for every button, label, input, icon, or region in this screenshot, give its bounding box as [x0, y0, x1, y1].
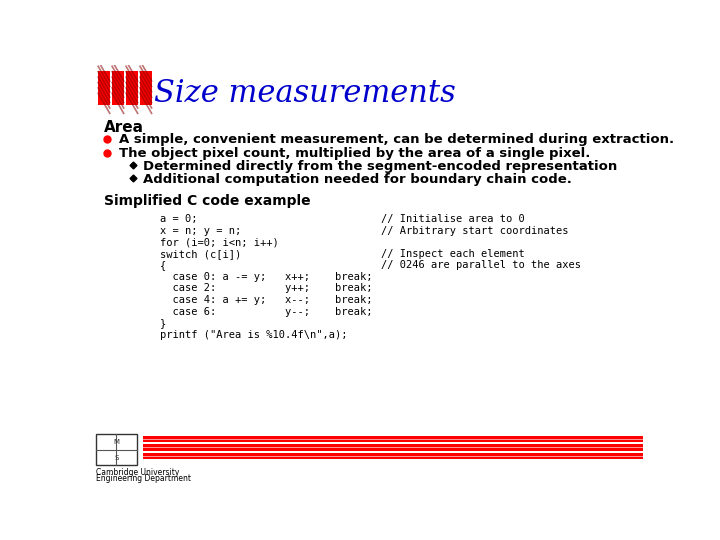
Text: switch (c[i]): switch (c[i]): [160, 249, 241, 259]
Bar: [98, 71, 110, 105]
Text: Engineering Department: Engineering Department: [96, 474, 192, 483]
Text: }: }: [160, 318, 166, 328]
Text: // Inspect each element: // Inspect each element: [381, 249, 524, 259]
Text: M: M: [113, 439, 120, 445]
Text: The object pixel count, multiplied by the area of a single pixel.: The object pixel count, multiplied by th…: [120, 147, 591, 160]
Text: printf ("Area is %10.4f\n",a);: printf ("Area is %10.4f\n",a);: [160, 330, 347, 340]
Bar: [126, 71, 138, 105]
Text: A simple, convenient measurement, can be determined during extraction.: A simple, convenient measurement, can be…: [120, 133, 675, 146]
Text: // 0246 are parallel to the axes: // 0246 are parallel to the axes: [381, 260, 580, 271]
Text: for (i=0; i<n; i++): for (i=0; i<n; i++): [160, 237, 279, 247]
Text: case 4: a += y;   x--;    break;: case 4: a += y; x--; break;: [160, 295, 372, 305]
Text: Cambridge University: Cambridge University: [96, 468, 179, 477]
Text: case 2:           y++;    break;: case 2: y++; break;: [160, 284, 372, 293]
Text: {: {: [160, 260, 166, 271]
Text: Additional computation needed for boundary chain code.: Additional computation needed for bounda…: [143, 173, 572, 186]
Bar: [140, 71, 152, 105]
Text: case 6:           y--;    break;: case 6: y--; break;: [160, 307, 372, 316]
Bar: [143, 453, 644, 459]
Text: Size measurements: Size measurements: [154, 78, 456, 109]
Bar: [112, 71, 124, 105]
Text: x = n; y = n;: x = n; y = n;: [160, 226, 241, 236]
Bar: [143, 436, 644, 442]
Text: a = 0;: a = 0;: [160, 214, 197, 224]
Text: // Arbitrary start coordinates: // Arbitrary start coordinates: [381, 226, 568, 236]
Text: Determined directly from the segment-encoded representation: Determined directly from the segment-enc…: [143, 159, 617, 172]
Bar: [143, 444, 644, 450]
Text: S: S: [114, 455, 119, 461]
Text: Area: Area: [104, 120, 144, 135]
Text: case 0: a -= y;   x++;    break;: case 0: a -= y; x++; break;: [160, 272, 372, 282]
Text: Simplified C code example: Simplified C code example: [104, 194, 310, 208]
Text: // Initialise area to 0: // Initialise area to 0: [381, 214, 524, 224]
Bar: [96, 434, 137, 465]
